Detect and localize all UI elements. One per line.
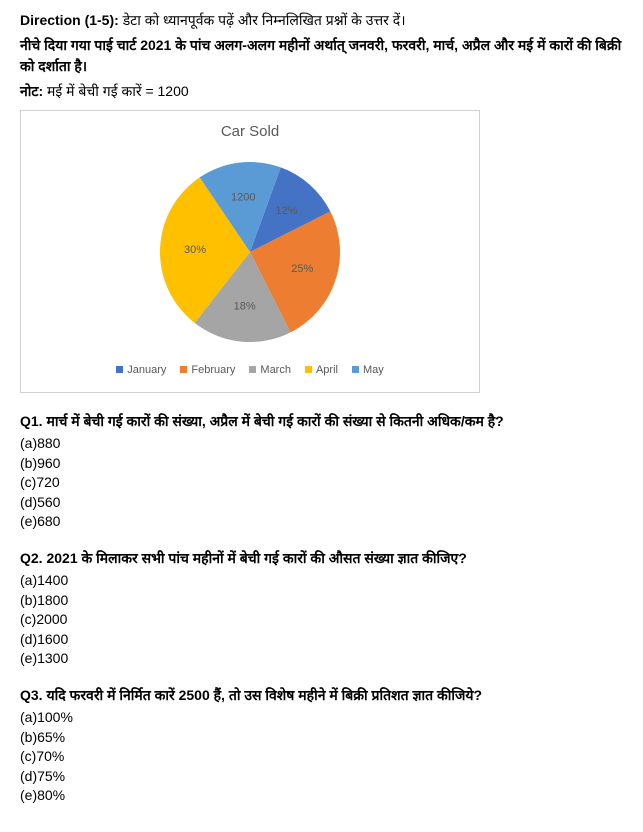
options-list: (a)100%(b)65%(c)70%(d)75%(e)80% (20, 708, 623, 806)
option-item: (b)65% (20, 728, 623, 748)
option-item: (d)560 (20, 493, 623, 513)
legend-swatch (305, 366, 312, 373)
legend-item: February (180, 362, 235, 379)
direction-label: Direction (1-5): (20, 12, 119, 28)
option-item: (c)720 (20, 473, 623, 493)
note-text: मई में बेची गई कारें = 1200 (47, 83, 189, 99)
chart-title: Car Sold (41, 121, 459, 144)
question-text: Q3. यदि फरवरी में निर्मित कारें 2500 हैं… (20, 685, 623, 706)
question-text: Q2. 2021 के मिलाकर सभी पांच महीनों में ब… (20, 548, 623, 569)
legend-item: April (305, 362, 338, 379)
option-item: (b)1800 (20, 591, 623, 611)
options-list: (a)880(b)960(c)720(d)560(e)680 (20, 434, 623, 532)
direction-text: डेटा को ध्यानपूर्वक पढ़ें और निम्नलिखित … (123, 12, 406, 28)
chart-legend: January February March April May (41, 362, 459, 379)
pie-chart: 12% 25% 18% 30% 1200 (135, 152, 365, 352)
legend-item: May (352, 362, 384, 379)
pie-slice-label: 12% (276, 204, 298, 216)
question-block: Q2. 2021 के मिलाकर सभी पांच महीनों में ब… (20, 548, 623, 669)
questions-container: Q1. मार्च में बेची गई कारों की संख्या, अ… (20, 411, 623, 806)
option-item: (c)2000 (20, 610, 623, 630)
option-item: (d)75% (20, 767, 623, 787)
option-item: (b)960 (20, 454, 623, 474)
direction-block: Direction (1-5): डेटा को ध्यानपूर्वक पढ़… (20, 10, 623, 31)
legend-swatch (352, 366, 359, 373)
pie-slice-label: 1200 (231, 191, 255, 203)
chart-container: Car Sold 12% 25% 18% 30% 1200 January Februar… (20, 110, 480, 393)
legend-swatch (116, 366, 123, 373)
question-block: Q1. मार्च में बेची गई कारों की संख्या, अ… (20, 411, 623, 532)
legend-label: April (316, 362, 338, 379)
pie-slice-label: 18% (234, 300, 256, 312)
legend-item: March (249, 362, 291, 379)
legend-swatch (249, 366, 256, 373)
option-item: (e)80% (20, 786, 623, 806)
legend-label: March (260, 362, 291, 379)
pie-slice-label: 30% (184, 243, 206, 255)
option-item: (d)1600 (20, 630, 623, 650)
question-text: Q1. मार्च में बेची गई कारों की संख्या, अ… (20, 411, 623, 432)
note-label: नोट: (20, 83, 43, 99)
option-item: (a)1400 (20, 571, 623, 591)
chart-area: 12% 25% 18% 30% 1200 (41, 152, 459, 352)
direction-line2: नीचे दिया गया पाई चार्ट 2021 के पांच अलग… (20, 35, 623, 77)
option-item: (e)1300 (20, 649, 623, 669)
option-item: (a)100% (20, 708, 623, 728)
note-block: नोट: मई में बेची गई कारें = 1200 (20, 81, 623, 102)
option-item: (c)70% (20, 747, 623, 767)
legend-label: January (127, 362, 166, 379)
legend-label: May (363, 362, 384, 379)
legend-item: January (116, 362, 166, 379)
option-item: (e)680 (20, 512, 623, 532)
options-list: (a)1400(b)1800(c)2000(d)1600(e)1300 (20, 571, 623, 669)
legend-label: February (191, 362, 235, 379)
legend-swatch (180, 366, 187, 373)
pie-slice-label: 25% (291, 263, 313, 275)
question-block: Q3. यदि फरवरी में निर्मित कारें 2500 हैं… (20, 685, 623, 806)
option-item: (a)880 (20, 434, 623, 454)
